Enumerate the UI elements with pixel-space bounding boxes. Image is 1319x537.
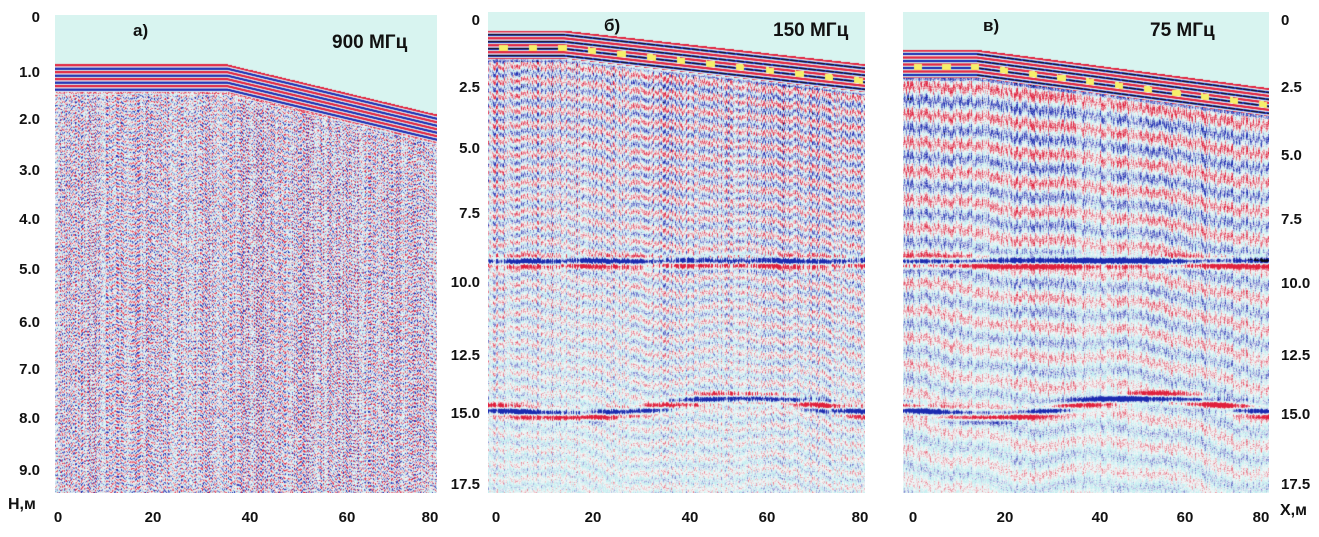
- y-tick-label: 2.5: [459, 79, 480, 96]
- panel-label: в): [983, 16, 1000, 35]
- x-tick-label: 40: [1091, 509, 1109, 526]
- y-tick-label: 7.5: [459, 205, 480, 222]
- radargram-panel-2: [488, 12, 865, 493]
- y-tick-label: 0: [1281, 12, 1290, 29]
- x-tick-label: 20: [144, 509, 162, 526]
- x-tick-label: 60: [1176, 509, 1194, 526]
- y-tick-label: 8.0: [19, 410, 40, 427]
- y-tick-label: 2.0: [19, 111, 40, 128]
- panel-label: а): [133, 21, 149, 40]
- y-tick-label: 17.5: [1281, 476, 1311, 493]
- y-tick-label: 0: [471, 12, 480, 29]
- y-tick-label: 15.0: [1281, 406, 1311, 423]
- y-tick-label: 5.0: [1281, 147, 1302, 164]
- x-tick-label: 80: [1252, 509, 1270, 526]
- y-tick-label: 5.0: [459, 140, 480, 157]
- radargram-image: [488, 12, 865, 493]
- panel-label: б): [604, 16, 621, 35]
- x-tick-label: 20: [584, 509, 602, 526]
- y-tick-label: 15.0: [450, 405, 480, 422]
- x-axis-name: Х,м: [1280, 502, 1307, 519]
- x-tick-label: 40: [681, 509, 699, 526]
- y-tick-label: 6.0: [19, 314, 40, 331]
- x-tick-label: 60: [338, 509, 356, 526]
- x-tick-label: 0: [908, 509, 918, 526]
- x-tick-label: 0: [491, 509, 501, 526]
- x-tick-label: 80: [421, 509, 439, 526]
- y-tick-label: 10.0: [1281, 275, 1311, 292]
- frequency-label: 75 МГц: [1150, 20, 1215, 41]
- frequency-label: 900 МГц: [332, 32, 408, 53]
- y-tick-label: 0: [31, 9, 40, 26]
- frequency-label: 150 МГц: [773, 20, 849, 41]
- y-tick-label: 7.0: [19, 361, 40, 378]
- y-tick-label: 5.0: [19, 261, 40, 278]
- x-tick-label: 60: [758, 509, 776, 526]
- y-tick-label: 7.5: [1281, 211, 1302, 228]
- y-tick-label: 4.0: [19, 211, 40, 228]
- y-tick-label: 10.0: [450, 274, 480, 291]
- y-tick-label: 12.5: [450, 347, 480, 364]
- y-tick-label: 3.0: [19, 162, 40, 179]
- x-tick-label: 40: [241, 509, 259, 526]
- y-tick-label: 9.0: [19, 462, 40, 479]
- x-tick-label: 80: [851, 509, 869, 526]
- y-tick-label: 17.5: [450, 476, 480, 493]
- radargram-panel-1: [55, 15, 437, 493]
- y-axis-name: Н,м: [8, 496, 36, 513]
- radargram-panel-3: [903, 12, 1269, 493]
- x-tick-label: 0: [53, 509, 63, 526]
- x-tick-label: 20: [996, 509, 1014, 526]
- radargram-image: [903, 12, 1269, 493]
- radargram-image: [55, 15, 437, 493]
- y-tick-label: 12.5: [1281, 347, 1311, 364]
- y-tick-label: 1.0: [19, 64, 40, 81]
- y-tick-label: 2.5: [1281, 79, 1302, 96]
